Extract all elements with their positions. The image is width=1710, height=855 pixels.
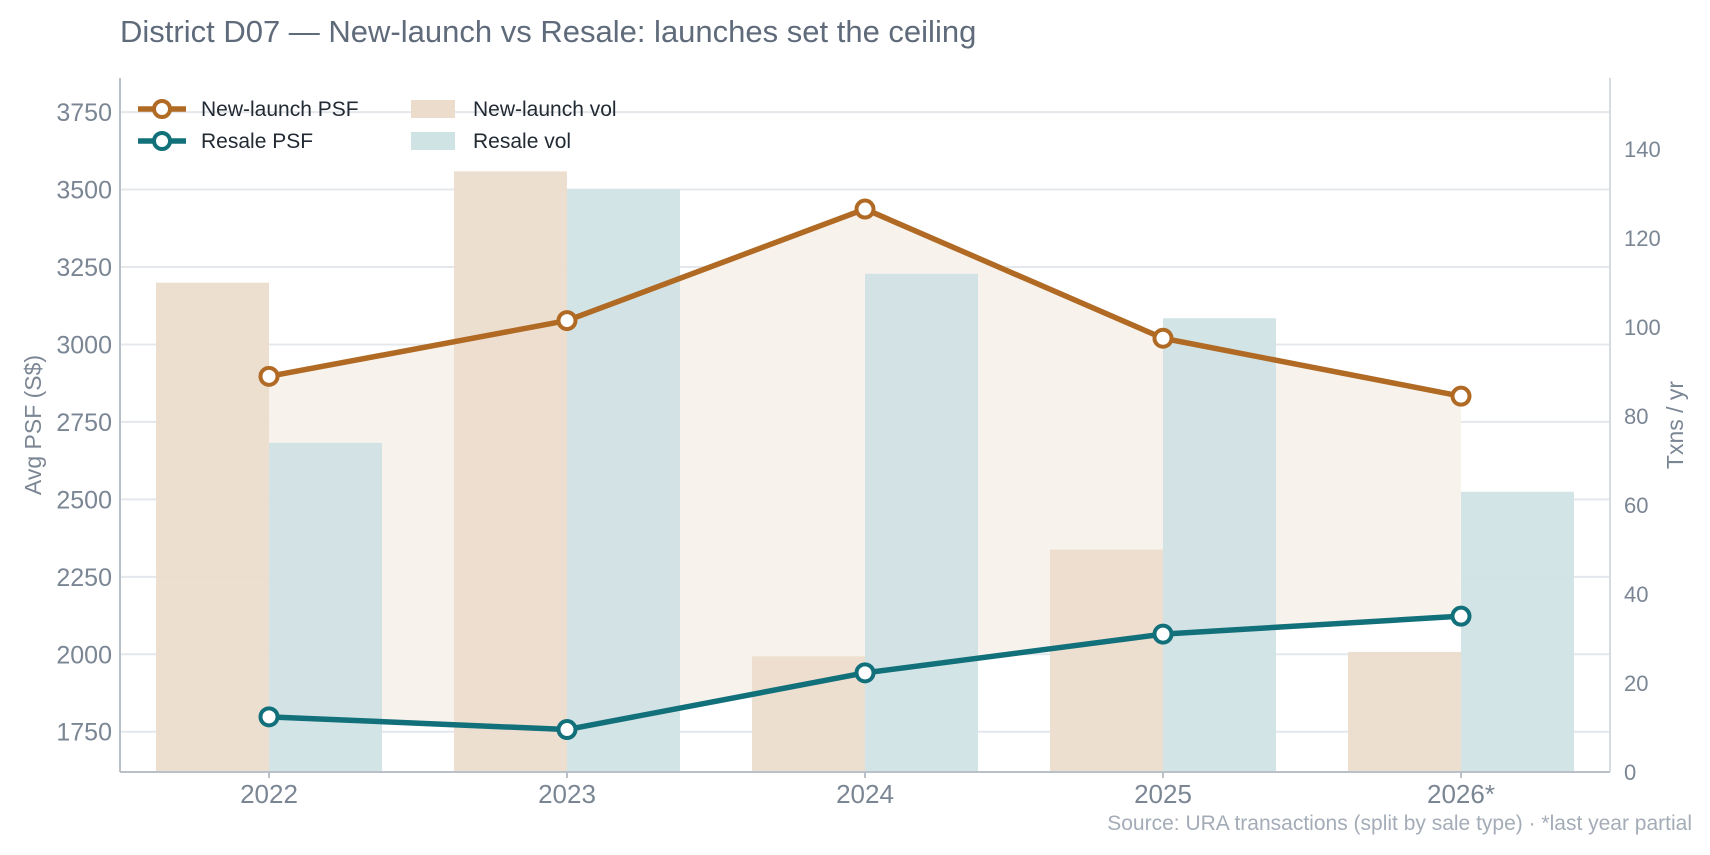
new-launch-vol-bar <box>1348 651 1461 772</box>
y-left-tick-label: 1750 <box>56 719 112 747</box>
source-note: Source: URA transactions (split by sale … <box>1107 812 1692 835</box>
legend-bar-swatch <box>411 132 455 150</box>
resale-psf-point <box>1152 623 1174 645</box>
resale-psf-point <box>258 706 280 728</box>
y-left-tick-label: 2750 <box>56 409 112 437</box>
new-launch-psf-point <box>854 198 876 220</box>
new-launch-psf-point <box>1450 385 1472 407</box>
chart-title: District D07 — New-launch vs Resale: lau… <box>120 14 977 49</box>
y-right-tick-label: 100 <box>1624 315 1661 340</box>
y-left-tick-label: 3000 <box>56 331 112 359</box>
new-launch-psf-point <box>556 310 578 332</box>
legend-label: New-launch PSF <box>201 98 359 121</box>
legend-label: Resale vol <box>473 130 571 153</box>
resale-psf-point <box>556 719 578 741</box>
y-left-tick-label: 2000 <box>56 641 112 669</box>
new-launch-vol-bar <box>1050 549 1163 772</box>
lines-group <box>258 198 1472 741</box>
x-tick-label: 2025 <box>1134 779 1192 809</box>
y-left-tick-label: 3750 <box>56 99 112 127</box>
resale-psf-point <box>854 662 876 684</box>
resale-vol-bar <box>567 189 680 772</box>
y-right-tick-label: 80 <box>1624 404 1648 429</box>
y-right-axis-title: Txns / yr <box>1662 381 1688 470</box>
new-launch-vol-bar <box>156 282 269 772</box>
new-launch-vol-bar <box>454 171 567 772</box>
y-right-tick-label: 120 <box>1624 226 1661 251</box>
x-tick-label: 2022 <box>240 779 298 809</box>
legend-bar-swatch <box>411 100 455 118</box>
y-right-tick-label: 40 <box>1624 582 1648 607</box>
legend: New-launch PSF Resale PSF New-launch vol Re… <box>138 98 617 153</box>
new-launch-psf-point <box>258 365 280 387</box>
resale-vol-bar <box>1163 318 1276 772</box>
y-right-tick-label: 140 <box>1624 137 1661 162</box>
y-right-tick-label: 20 <box>1624 671 1648 696</box>
resale-vol-bar <box>865 273 978 772</box>
y-right-tick-label: 60 <box>1624 493 1648 518</box>
ticks-group: 1750 2000 2250 2500 2750 3000 3250 3500 3750 0 20 4… <box>20 99 1688 809</box>
axes-group <box>119 78 1611 778</box>
y-left-tick-label: 3500 <box>56 177 112 205</box>
legend-label: Resale PSF <box>201 130 313 153</box>
y-left-tick-label: 2500 <box>56 486 112 514</box>
y-left-axis-title: Avg PSF (S$) <box>20 355 46 495</box>
legend-marker <box>152 131 172 151</box>
legend-label: New-launch vol <box>473 98 617 121</box>
resale-vol-bar <box>1461 491 1574 772</box>
x-tick-label: 2026* <box>1427 779 1495 809</box>
x-tick-label: 2023 <box>538 779 596 809</box>
y-right-tick-label: 0 <box>1624 760 1636 785</box>
legend-marker <box>152 99 172 119</box>
y-left-tick-label: 2250 <box>56 564 112 592</box>
y-left-tick-label: 3250 <box>56 254 112 282</box>
new-launch-psf-point <box>1152 327 1174 349</box>
x-tick-label: 2024 <box>836 779 894 809</box>
resale-psf-point <box>1450 605 1472 627</box>
